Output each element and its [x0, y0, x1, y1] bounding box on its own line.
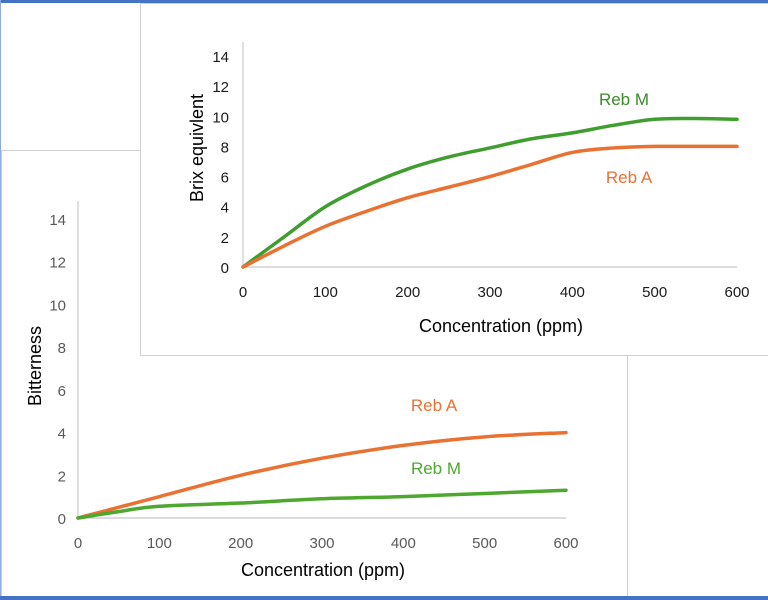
x-tick-label: 100 — [147, 535, 172, 552]
y-tick-label: 12 — [212, 79, 229, 96]
x-axis-label: Concentration (ppm) — [241, 560, 405, 580]
series-line-reb-m — [76, 488, 568, 520]
x-tick-label: 600 — [724, 284, 749, 301]
x-tick-label: 500 — [472, 535, 497, 552]
series-line-reb-m — [241, 116, 739, 269]
y-tick-label: 4 — [221, 200, 229, 217]
series-line-reb-a — [241, 144, 739, 269]
y-tick-label: 10 — [49, 297, 66, 314]
series-label-reb-a: Reb A — [606, 168, 653, 187]
y-tick-label: 2 — [58, 468, 66, 485]
y-tick-label: 0 — [58, 511, 66, 528]
y-tick-label: 8 — [221, 139, 229, 156]
y-axis-label: Bitterness — [25, 326, 45, 406]
x-tick-label: 200 — [228, 535, 253, 552]
y-tick-label: 14 — [212, 49, 229, 66]
x-tick-label: 0 — [74, 535, 82, 552]
x-axis-label: Concentration (ppm) — [419, 316, 583, 336]
x-tick-label: 300 — [309, 535, 334, 552]
y-axis-label: Brix equivlent — [187, 94, 207, 202]
y-tick-label: 14 — [49, 212, 66, 229]
y-tick-label: 8 — [58, 340, 66, 357]
brix-chart-svg: Brix equivlent Concentration (ppm) Reb M… — [187, 42, 750, 336]
bitterness-chart-svg: Bitterness Concentration (ppm) Reb A Reb… — [25, 201, 579, 580]
y-tick-label: 0 — [221, 260, 229, 277]
y-tick-label: 6 — [58, 383, 66, 400]
series-line-reb-a — [76, 430, 568, 520]
x-tick-label: 400 — [391, 535, 416, 552]
x-tick-label: 600 — [553, 535, 578, 552]
y-tick-label: 10 — [212, 109, 229, 126]
x-tick-label: 300 — [477, 284, 502, 301]
series-label-reb-m: Reb M — [411, 459, 461, 478]
window-border-bottom — [0, 596, 768, 600]
series-label-reb-a: Reb A — [411, 396, 458, 415]
y-tick-label: 2 — [221, 230, 229, 247]
brix-chart: Brix equivlent Concentration (ppm) Reb M… — [140, 3, 768, 356]
y-tick-label: 12 — [49, 255, 66, 272]
x-tick-label: 500 — [642, 284, 667, 301]
x-tick-label: 400 — [560, 284, 585, 301]
x-tick-label: 200 — [395, 284, 420, 301]
window-border-top — [0, 0, 768, 3]
series-label-reb-m: Reb M — [599, 90, 649, 109]
y-tick-label: 4 — [58, 426, 66, 443]
y-tick-label: 6 — [221, 170, 229, 187]
window-border-left — [0, 0, 1, 600]
x-tick-label: 0 — [239, 284, 247, 301]
x-tick-label: 100 — [313, 284, 338, 301]
